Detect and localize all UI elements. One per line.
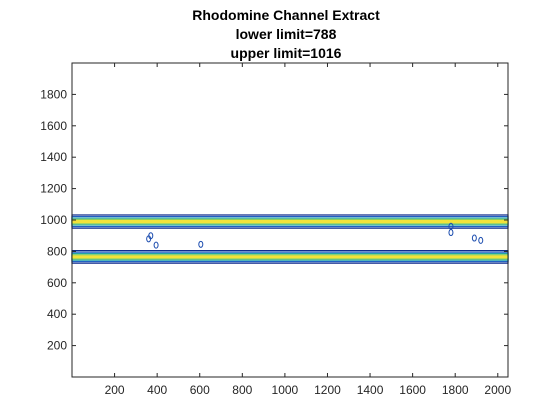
y-tick-label: 800 [47, 244, 67, 258]
x-tick-label: 1000 [272, 383, 299, 397]
y-tick-label: 1800 [40, 87, 67, 101]
x-tick-label: 600 [190, 383, 210, 397]
y-tick-label: 1200 [40, 182, 67, 196]
contour-artifact [478, 236, 484, 244]
x-tick-label: 1200 [314, 383, 341, 397]
y-tick-label: 200 [47, 339, 67, 353]
contour-artifact [198, 240, 204, 248]
x-tick-label: 2000 [484, 383, 511, 397]
x-tick-label: 1800 [442, 383, 469, 397]
contour-artifact [448, 229, 454, 237]
contour-artifact [153, 241, 159, 249]
y-tick-label: 1000 [40, 213, 67, 227]
plot-area [71, 62, 509, 378]
x-tick-label: 800 [232, 383, 252, 397]
x-tick-label: 1600 [399, 383, 426, 397]
contour-band-1 [71, 214, 509, 229]
contour-artifact [148, 232, 154, 240]
y-tick-label: 1400 [40, 150, 67, 164]
y-axis: 200 400 600 800 1000 1200 1400 1600 1800 [40, 87, 508, 353]
contour-artifact [471, 234, 477, 242]
contour-artifacts [146, 222, 484, 249]
contour-band-2 [71, 250, 509, 264]
x-axis: 200 400 600 800 1000 1200 1400 1600 1800 2000 [105, 63, 511, 397]
y-tick-label: 1600 [40, 119, 67, 133]
x-tick-label: 1400 [357, 383, 384, 397]
x-tick-label: 200 [105, 383, 125, 397]
x-tick-label: 400 [147, 383, 167, 397]
chart-title-line-2: lower limit=788 [236, 26, 337, 42]
chart-title-line-1: Rhodomine Channel Extract [192, 7, 380, 23]
chart-title-line-3: upper limit=1016 [231, 45, 342, 61]
y-tick-label: 600 [47, 276, 67, 290]
y-tick-label: 400 [47, 307, 67, 321]
